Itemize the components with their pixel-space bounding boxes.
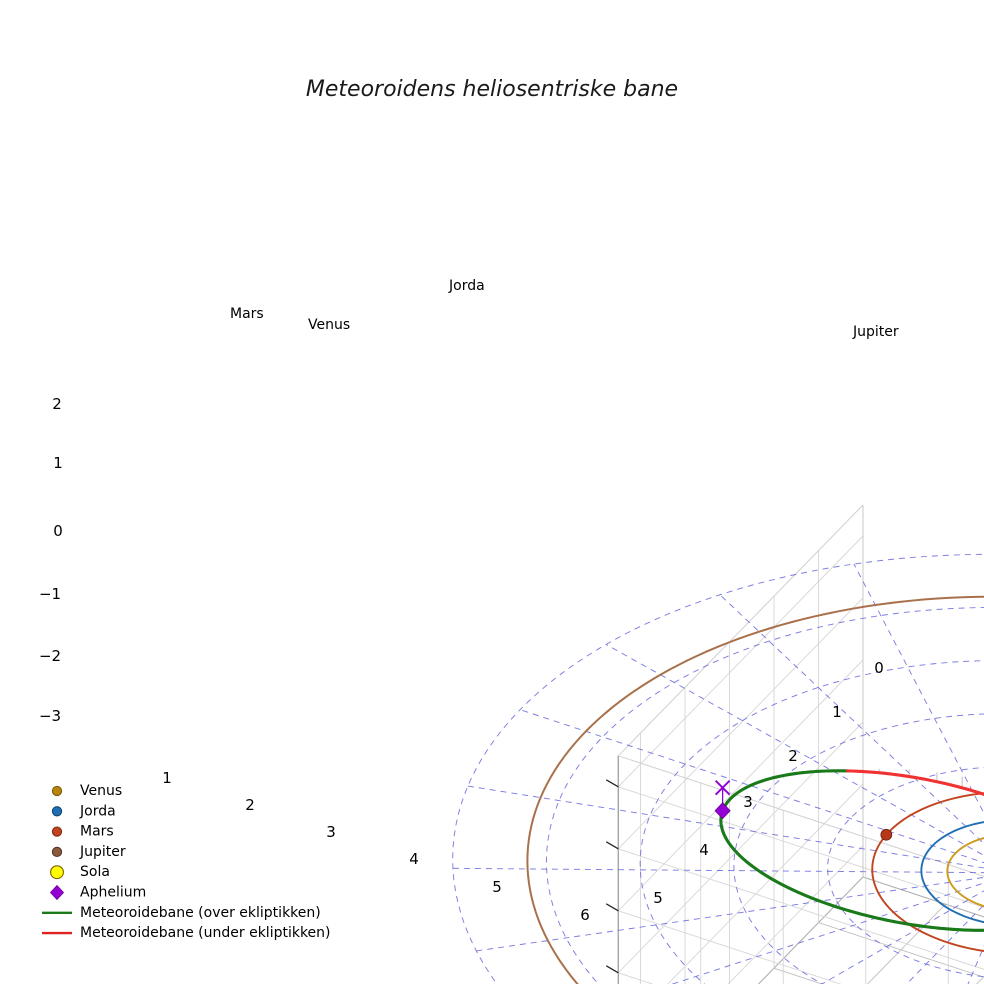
axis-x-tick-5: 6 [580,906,590,924]
axis-z-tick-3: −1 [39,585,61,603]
aphelium-x-icon [714,780,731,796]
legend-circle-icon-0 [51,785,63,797]
axis-z-tick-5: −3 [39,707,61,725]
legend-circle-icon-3 [51,846,63,858]
label-venus: Venus [308,317,350,333]
axis-y-tick-5: 5 [653,889,663,907]
axis-x-tick-3: 4 [409,850,419,868]
axis-z-tick-2: 0 [53,522,63,540]
orbit-venus [946,837,984,908]
axis-x-tick-1: 2 [245,796,255,814]
figure-title: Meteoroidens heliosentriske bane [306,77,678,102]
wall-gridlines [617,505,984,984]
meteoroid-track-below [846,769,984,796]
axis-x-tick-0: 1 [162,769,172,787]
meteoroid-track [719,769,984,932]
legend-label-2: Mars [80,824,114,840]
legend: Venus Jorda Mars Jupiter Sola Aphelium Meteoro… [42,783,331,941]
axis-x-tick-4: 5 [492,878,502,896]
orbit-jupiter [526,595,984,984]
axis-y-tick-0: 0 [874,659,884,677]
label-jupiter: Jupiter [852,324,899,340]
orbit-jorda [920,821,984,924]
axis-y-tick-2: 2 [788,747,798,765]
axis-y-tick-1: 1 [832,703,842,721]
legend-circle-icon-4 [50,865,64,880]
axis-z-tick-0: 2 [52,395,62,413]
axis-z-tick-4: −2 [39,647,61,665]
legend-label-5: Aphelium [80,885,146,901]
axes-panes [618,505,984,984]
axis-y-tick-3: 3 [743,793,753,811]
axes-box-edges [617,504,984,984]
axis-tick-marks [605,779,619,974]
meteoroid-track-above [719,769,984,932]
legend-label-0: Venus [80,783,122,799]
legend-circle-icon-1 [51,806,63,817]
aphelium-diamond-icon [714,802,731,820]
axis-x-tick-2: 3 [326,823,336,841]
axis-tick-labels: 1 2 3 4 5 6 0 1 2 3 4 5 2 1 0 −1 −2 −3 [39,395,884,924]
label-mars: Mars [230,306,264,322]
axis-z-tick-1: 1 [53,454,63,472]
legend-circle-icon-2 [51,826,63,837]
label-jorda: Jorda [448,278,485,294]
body-markers [880,828,893,841]
body-name-labels: Mars Venus Jorda Jupiter [230,278,899,340]
legend-label-4: Sola [80,864,110,880]
legend-label-7: Meteoroidebane (under ekliptikken) [80,925,331,941]
legend-label-6: Meteoroidebane (over ekliptikken) [80,905,321,921]
legend-diamond-icon-5 [49,884,65,901]
mars-marker [880,828,893,841]
floor-gridlines [757,876,984,984]
axis-y-tick-4: 4 [699,841,709,859]
aphelium-marker [714,780,731,820]
legend-label-3: Jupiter [79,844,126,860]
legend-label-1: Jorda [79,803,116,819]
